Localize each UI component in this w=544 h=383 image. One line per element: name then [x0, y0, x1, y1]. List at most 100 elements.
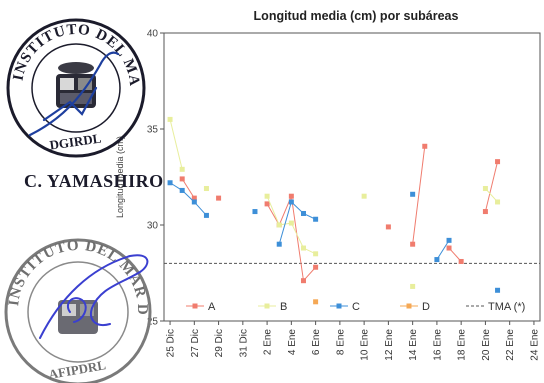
data-point	[446, 245, 452, 251]
data-point	[361, 193, 367, 199]
legend-swatch-marker	[336, 303, 342, 309]
legend-swatch-marker	[264, 303, 270, 309]
data-point	[203, 212, 209, 218]
data-point	[288, 193, 294, 199]
legend-label: TMA (*)	[488, 301, 525, 313]
data-point	[495, 287, 501, 293]
data-point	[191, 195, 197, 201]
data-point	[410, 191, 416, 197]
data-point	[264, 201, 270, 207]
data-point	[434, 257, 440, 263]
data-point	[495, 159, 501, 165]
data-point	[495, 199, 501, 205]
y-axis: 25 30 35 40	[147, 29, 164, 328]
x-tick-label: 29 Dic	[214, 329, 225, 357]
legend-swatch-marker	[192, 303, 198, 309]
series-line	[169, 182, 207, 216]
data-point	[410, 241, 416, 247]
data-point	[191, 199, 197, 205]
series-layer	[167, 116, 501, 305]
x-tick-label: 18 Ene	[457, 329, 468, 361]
data-point	[482, 186, 488, 192]
data-point	[276, 222, 282, 228]
data-point	[167, 116, 173, 122]
data-point	[313, 251, 319, 257]
signature-scribble-bottom	[39, 254, 149, 339]
y-axis-label: Longitud media (cm)	[115, 136, 125, 218]
x-tick-label: 24 Ene	[529, 329, 540, 361]
x-tick-label: 4 Ene	[287, 329, 298, 356]
series-line	[278, 201, 316, 245]
data-point	[410, 283, 416, 289]
data-point	[288, 220, 294, 226]
x-tick-label: 8 Ene	[335, 329, 346, 356]
data-point	[203, 186, 209, 192]
data-point	[446, 237, 452, 243]
seal-top-bottom-text: DGIRDL	[49, 130, 103, 152]
data-point	[313, 216, 319, 222]
data-point	[300, 210, 306, 216]
chart-title: Longitud media (cm) por subáreas	[254, 9, 459, 23]
legend-label: D	[422, 301, 430, 313]
x-tick-label: 14 Ene	[408, 329, 419, 361]
series-b	[167, 116, 501, 289]
institution-seal-top: INSTITUTO DEL MAR DEL PERU DGIRDL	[0, 10, 146, 158]
y-tick-label: 35	[147, 125, 159, 136]
y-tick-label: 30	[147, 221, 159, 232]
x-tick-label: 22 Ene	[505, 329, 516, 361]
legend: A B C D TMA (*)	[186, 301, 525, 313]
data-point	[216, 195, 222, 201]
legend-item: B	[258, 301, 287, 313]
data-point	[179, 187, 185, 193]
data-point	[482, 209, 488, 215]
legend-label: B	[280, 301, 287, 313]
data-point	[276, 241, 282, 247]
data-point	[422, 143, 428, 149]
series-line	[484, 161, 499, 212]
signature-scribble-top	[28, 51, 120, 137]
legend-item: TMA (*)	[466, 301, 525, 313]
series-line	[169, 119, 183, 170]
data-point	[458, 258, 464, 264]
data-point	[288, 199, 294, 205]
x-tick-label: 12 Ene	[384, 329, 395, 361]
series-a	[179, 143, 501, 284]
series-line	[181, 178, 195, 199]
legend-item: D	[400, 301, 430, 313]
series-d	[313, 299, 319, 305]
data-point	[252, 209, 258, 215]
x-tick-label: 20 Ene	[481, 329, 492, 361]
legend-label: A	[208, 301, 216, 313]
x-tick-label: 16 Ene	[432, 329, 443, 361]
x-tick-label: 2 Ene	[263, 329, 274, 356]
x-tick-label: 31 Dic	[238, 329, 249, 357]
x-tick-label: 27 Dic	[190, 329, 201, 357]
data-point	[167, 180, 173, 186]
x-tick-label: 6 Ene	[311, 329, 322, 356]
legend-item: A	[186, 301, 216, 313]
series-c	[167, 180, 501, 293]
legend-swatch-marker	[406, 303, 412, 309]
legend-item: C	[330, 301, 360, 313]
data-point	[385, 224, 391, 230]
signature-name: C. YAMASHIRO	[24, 171, 164, 191]
y-tick-label: 25	[147, 317, 159, 328]
institution-seal-bottom: INSTITUTO DEL MAR DEL PERU AFIPDRL	[0, 228, 152, 383]
series-line	[266, 194, 316, 282]
y-tick-label: 40	[147, 29, 159, 40]
series-line	[436, 240, 450, 260]
data-point	[313, 299, 319, 305]
data-point	[179, 166, 185, 172]
data-point	[300, 278, 306, 284]
x-tick-label: 10 Ene	[360, 329, 371, 361]
x-axis: 25 Dic 27 Dic 29 Dic 31 Dic 2 Ene 4 Ene 6 Ene 8…	[166, 321, 540, 361]
data-point	[313, 264, 319, 270]
plot-area	[163, 32, 541, 322]
x-tick-label: 25 Dic	[166, 329, 177, 357]
data-point	[179, 176, 185, 182]
data-point	[264, 193, 270, 199]
data-point	[300, 245, 306, 251]
series-line	[412, 146, 426, 245]
seal-bottom-bottom-text: AFIPDRL	[47, 357, 107, 382]
